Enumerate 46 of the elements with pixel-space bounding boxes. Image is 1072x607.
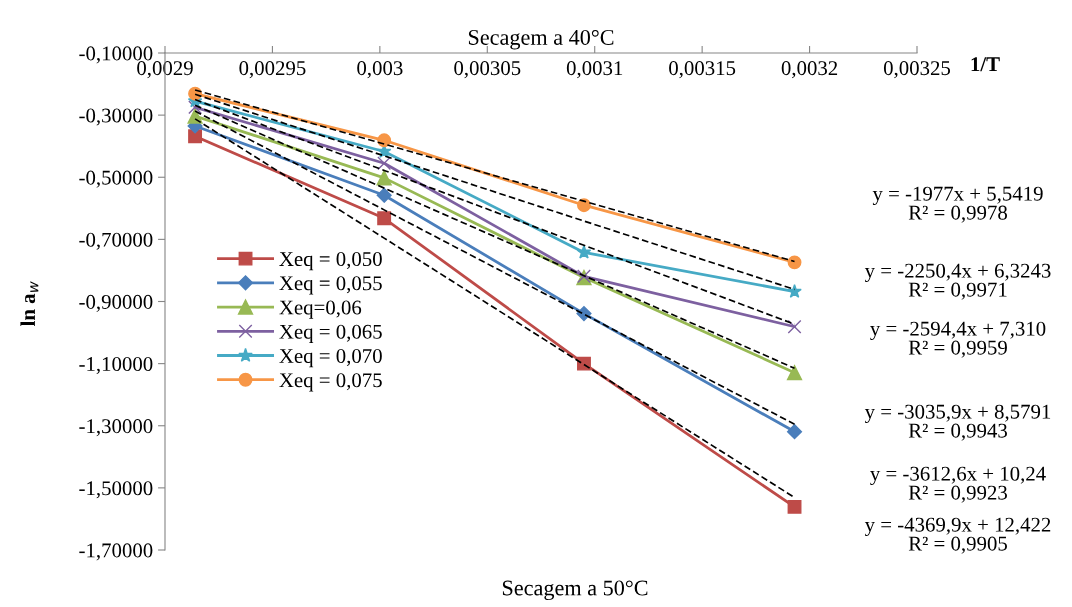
point: [787, 255, 802, 270]
annotation: y = -3035,9x + 8,5791 R² = 0,9943: [864, 404, 1051, 441]
x-axis-title: 1/T: [971, 57, 1000, 72]
legend-label: Xeq = 0,075: [279, 373, 382, 392]
y-tick-label: -0,70000: [79, 232, 153, 250]
chart-title: Secagem a 40°C: [468, 29, 614, 50]
point: [377, 211, 392, 226]
annotation: y = -1977x + 5,5419 R² = 0,9978: [872, 186, 1043, 223]
point: [376, 187, 392, 203]
y-tick-label: -1,70000: [79, 543, 153, 561]
point: [576, 244, 592, 259]
point: [787, 319, 802, 334]
legend-label: Xeq=0,06: [279, 300, 362, 319]
text: Secagem a 50°C: [502, 580, 648, 601]
annotation: y = -4369,9x + 12,422 R² = 0,9905: [864, 517, 1051, 554]
y-tick-label: -1,30000: [79, 419, 153, 437]
x-tick-label: 0,00325: [883, 61, 951, 79]
annotation: y = -2250,4x + 6,3243 R² = 0,9971: [864, 263, 1051, 300]
point: [786, 424, 803, 440]
point: [376, 170, 392, 186]
y-tick-label: -1,50000: [79, 481, 153, 499]
legend-label: Xeq = 0,050: [279, 252, 382, 271]
x-tick-label: 0,00315: [669, 61, 736, 79]
y-tick-label: -1,10000: [79, 357, 153, 375]
y-tick-label: -0,90000: [79, 294, 153, 312]
point: [577, 198, 591, 213]
legend-label: Xeq = 0,055: [279, 276, 382, 295]
x-tick-label: 0,00305: [454, 61, 521, 79]
point: [377, 156, 392, 171]
x-tick-label: 0,0032: [781, 61, 838, 79]
point: [787, 283, 802, 298]
y-axis-title: ln a$_{w}$: [20, 281, 39, 327]
y-tick-label: -0,10000: [79, 46, 153, 64]
x-tick-label: 0,00295: [239, 61, 306, 79]
legend-label: Xeq = 0,065: [279, 324, 382, 343]
x-tick-label: 0,0029: [137, 61, 193, 79]
point: [188, 129, 203, 144]
x-tick-label: 0,0031: [566, 61, 623, 79]
x-tick-label: 0,003: [357, 61, 403, 79]
annotation: y = -2594,4x + 7,310 R² = 0,9959: [870, 321, 1046, 358]
legend-label: Xeq = 0,070: [279, 348, 382, 368]
point: [787, 499, 802, 514]
y-tick-label: -0,50000: [79, 170, 153, 188]
point: [786, 364, 803, 381]
y-tick-label: -0,30000: [79, 108, 153, 126]
annotation: y = -3612,6x + 10,24 R² = 0,9923: [870, 466, 1046, 503]
